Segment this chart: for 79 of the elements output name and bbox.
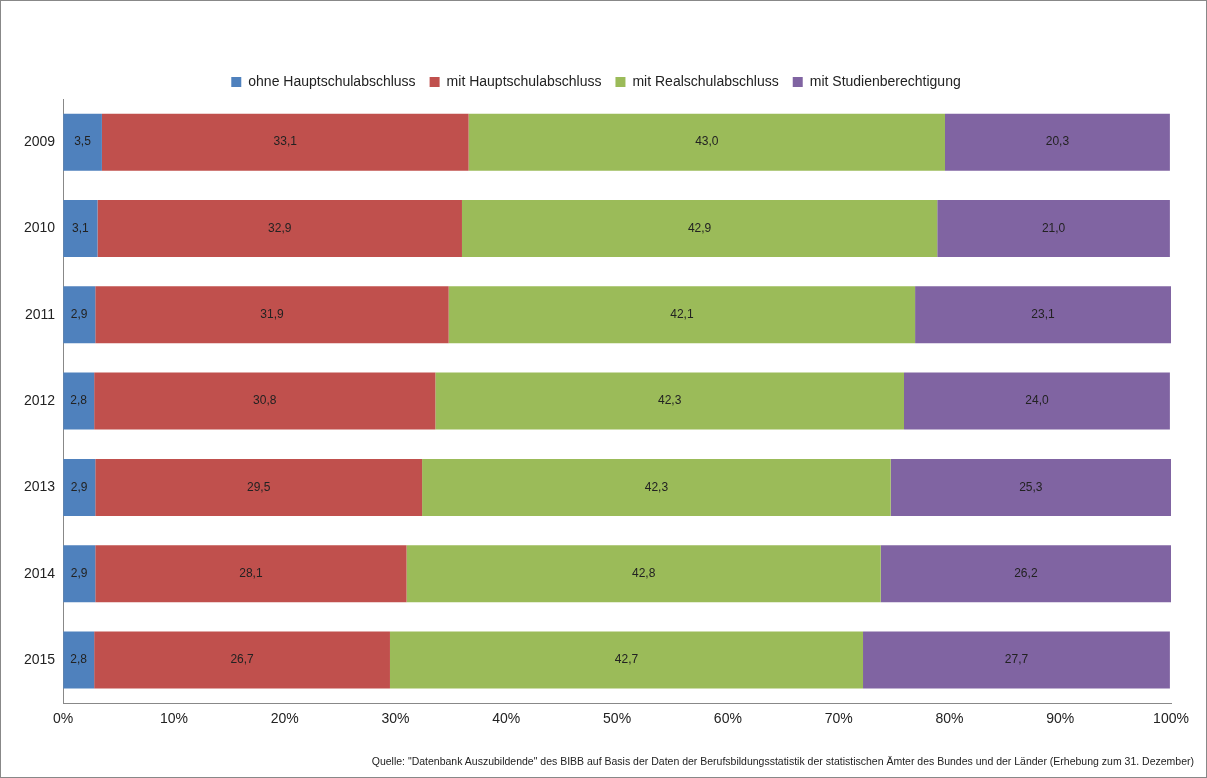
- x-tick-label: 60%: [713, 710, 742, 727]
- data-label: 42,3: [658, 393, 682, 408]
- source-note: Quelle: "Datenbank Auszubildende" des BIBB auf Basis der Daten der Berufsbildungsstatistik der statistischen Ämter des Bundes und der Länder (Erhebung zum 31. Dezember): [371, 755, 1194, 767]
- data-label: 33,1: [273, 134, 298, 149]
- y-tick-label: 2009: [23, 133, 56, 150]
- y-tick-label: 2014: [23, 564, 56, 581]
- data-label: 2,9: [70, 307, 88, 322]
- data-label: 2,8: [70, 393, 88, 408]
- bar: [945, 113, 1170, 171]
- bar: [904, 372, 1170, 430]
- y-tick-label: 2011: [25, 305, 56, 322]
- x-tick-label: 0%: [53, 710, 74, 727]
- bar: [94, 631, 390, 689]
- data-label: 24,0: [1025, 393, 1049, 408]
- data-label: 42,9: [687, 220, 712, 235]
- data-label: 28,1: [239, 566, 263, 581]
- x-tick-label: 70%: [824, 710, 853, 727]
- legend-label: mit Studienberechtigung: [809, 72, 961, 89]
- x-tick-label: 90%: [1046, 710, 1075, 727]
- bar: [422, 458, 891, 516]
- bar: [389, 631, 864, 689]
- legend-label: mit Realschulabschluss: [632, 72, 779, 89]
- data-label: 20,3: [1045, 134, 1070, 149]
- bar: [95, 286, 449, 344]
- legend-label: mit Hauptschulabschluss: [446, 72, 602, 89]
- x-tick-label: 20%: [270, 710, 299, 727]
- bar: [937, 199, 1170, 257]
- bar: [863, 631, 1170, 689]
- bar: [890, 458, 1171, 516]
- x-tick-label: 50%: [603, 710, 632, 727]
- data-label: 42,3: [644, 479, 669, 494]
- bar: [915, 286, 1171, 344]
- y-tick-label: 2015: [23, 650, 56, 667]
- data-label: 26,2: [1014, 566, 1038, 581]
- data-label: 3,1: [71, 220, 89, 235]
- y-tick-label: 2013: [23, 478, 56, 495]
- y-tick-label: 2012: [23, 391, 56, 408]
- bar: [63, 199, 98, 257]
- x-tick-label: 40%: [492, 710, 521, 727]
- bar: [448, 286, 916, 344]
- data-label: 29,5: [247, 479, 271, 494]
- bar: [63, 545, 96, 603]
- bar: [63, 113, 102, 171]
- bar: [63, 631, 95, 689]
- data-label: 26,7: [230, 652, 255, 667]
- y-tick-label: 2010: [23, 219, 56, 236]
- bar: [435, 372, 905, 430]
- x-tick-label: 30%: [381, 710, 410, 727]
- bar: [880, 545, 1171, 603]
- data-label: 27,7: [1004, 652, 1029, 667]
- legend-label: ohne Hauptschulabschluss: [248, 72, 416, 89]
- x-tick-label: 80%: [935, 710, 964, 727]
- data-label: 2,9: [70, 566, 88, 581]
- data-label: 42,1: [670, 307, 694, 322]
- x-tick-label: 10%: [159, 710, 188, 727]
- data-label: 43,0: [695, 134, 719, 149]
- data-label: 25,3: [1019, 479, 1043, 494]
- bar: [468, 113, 945, 171]
- bar: [461, 199, 938, 257]
- bar: [406, 545, 881, 603]
- data-label: 30,8: [253, 393, 277, 408]
- bar: [97, 199, 462, 257]
- data-label: 2,9: [70, 479, 88, 494]
- bar: [95, 545, 407, 603]
- data-label: 3,5: [74, 134, 92, 149]
- data-label: 21,0: [1041, 220, 1066, 235]
- x-tick-label: 100%: [1153, 710, 1189, 727]
- data-label: 42,7: [614, 652, 639, 667]
- data-label: 31,9: [260, 307, 284, 322]
- data-label: 32,9: [268, 220, 292, 235]
- data-label: 42,8: [631, 566, 656, 581]
- bar: [63, 458, 96, 516]
- bar: [95, 458, 423, 516]
- bar: [63, 286, 96, 344]
- bar: [94, 372, 436, 430]
- data-label: 23,1: [1031, 307, 1056, 322]
- bar: [101, 113, 469, 171]
- data-label: 2,8: [70, 652, 88, 667]
- bar: [63, 372, 95, 430]
